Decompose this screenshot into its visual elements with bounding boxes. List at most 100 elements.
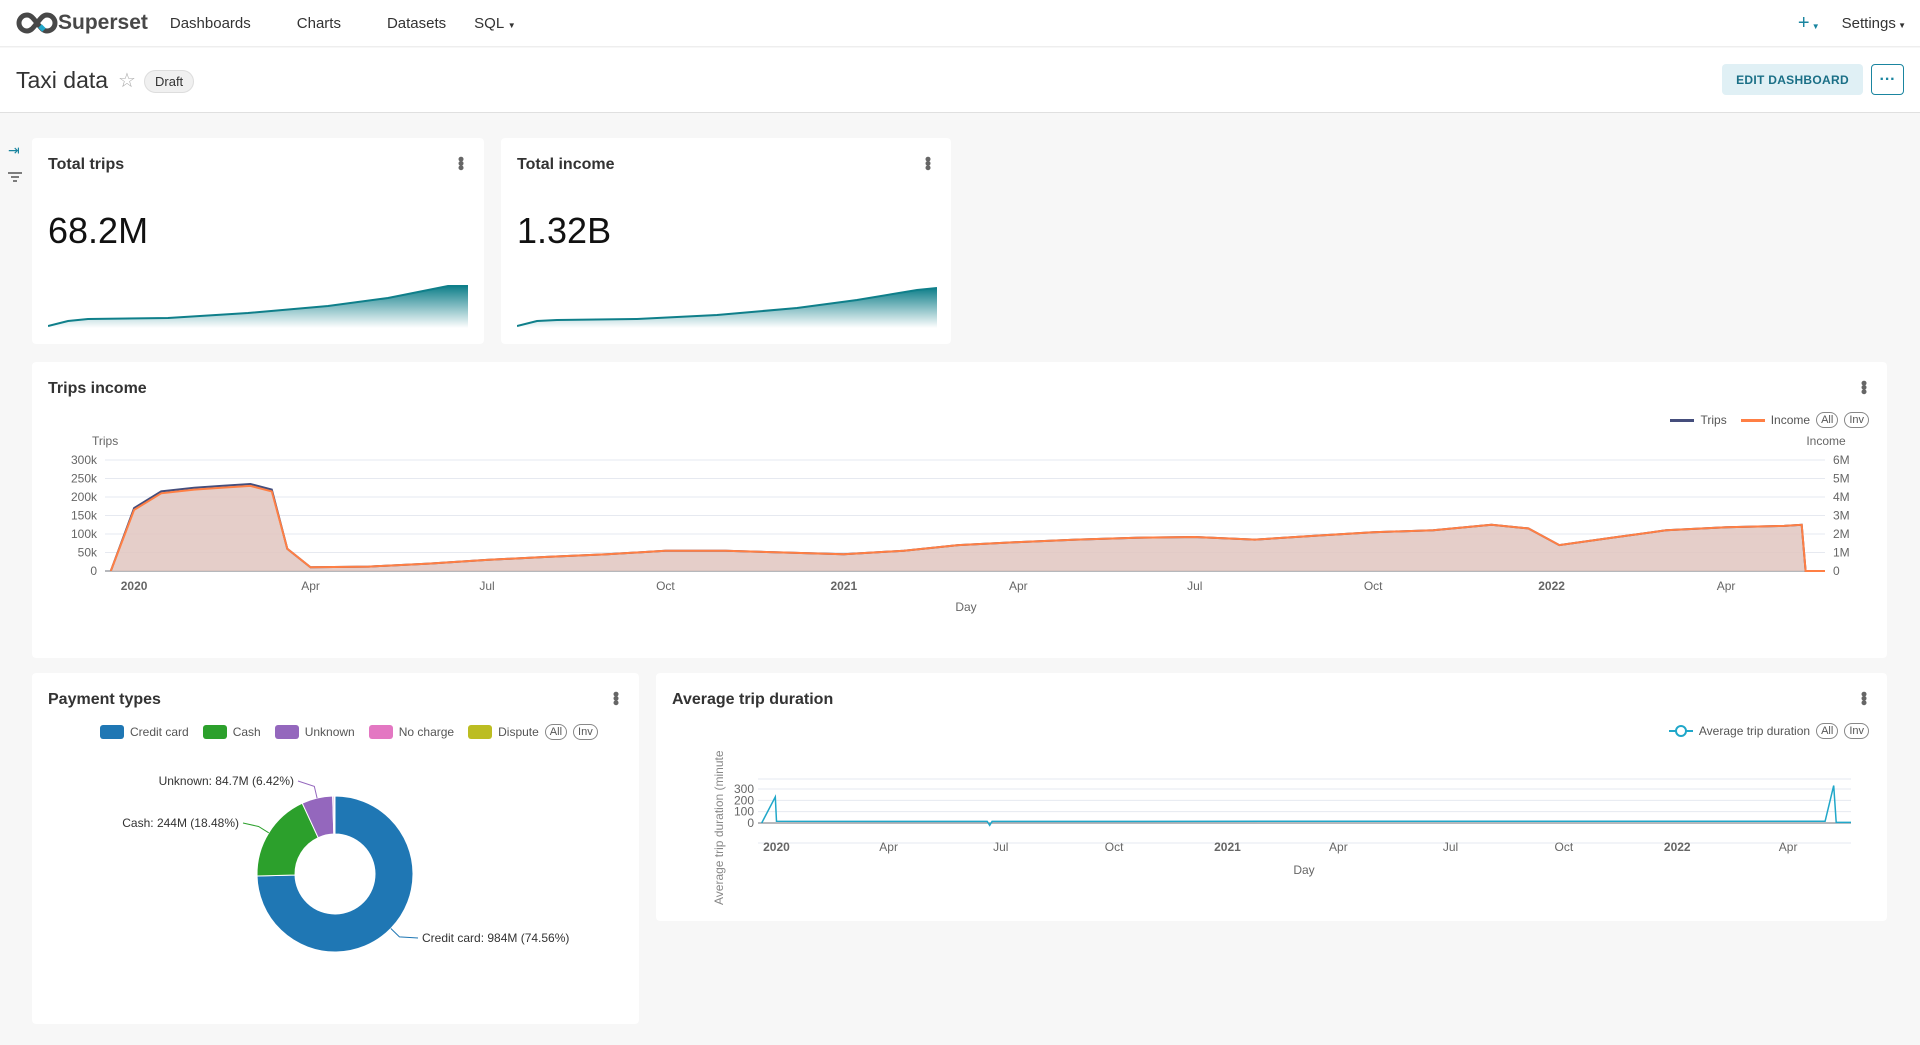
label-leader-line xyxy=(297,780,318,799)
nav-sql-label: SQL xyxy=(474,14,504,32)
legend-item[interactable]: Unknown xyxy=(304,725,355,739)
legend-swatch xyxy=(274,725,299,739)
nav-dashboards[interactable]: Dashboards xyxy=(169,14,251,32)
nav-sql[interactable]: SQL ▼ xyxy=(474,15,516,32)
sparkline-line xyxy=(48,285,468,327)
trips-area xyxy=(110,484,1825,571)
label-leader-line xyxy=(390,928,419,939)
y-axis-label: Average trip duration (minute xyxy=(712,750,726,905)
sparkline-area xyxy=(48,286,468,328)
payment-types-pie: Credit card: 984M (74.56%) Cash: 244M (18… xyxy=(122,774,569,953)
y-tick-label: 250k xyxy=(71,472,98,486)
x-tick-label: Apr xyxy=(1717,579,1736,593)
pie-slice-credit-card xyxy=(256,795,414,953)
sparkline-area xyxy=(517,288,937,328)
nav-datasets[interactable]: Datasets xyxy=(386,14,447,32)
pie-label: Cash: 244M (18.48%) xyxy=(122,816,239,830)
legend-trips[interactable]: Trips xyxy=(1700,413,1727,427)
legend-invert-button[interactable]: Inv xyxy=(1844,412,1869,428)
legend-inv-button[interactable]: Inv xyxy=(573,724,598,740)
total-income-card: Total income ••• 1.32B xyxy=(501,138,951,344)
settings-label: Settings xyxy=(1841,15,1896,32)
top-navbar: Superset Dashboards Charts Datasets SQL … xyxy=(0,0,1920,47)
x-tick-label: 2022 xyxy=(1664,840,1691,854)
dashboard-header: Taxi data ☆ Draft EDIT DASHBOARD ··· xyxy=(0,48,1920,113)
y-tick-label: 200k xyxy=(71,490,98,504)
plus-icon: + xyxy=(1797,12,1810,34)
x-tick-label: Jul xyxy=(479,579,494,593)
y-right-tick-label: 5M xyxy=(1833,472,1850,486)
expand-filters-icon[interactable]: ⇥ xyxy=(8,142,20,158)
pie-label: Unknown: 84.7M (6.42%) xyxy=(159,774,294,788)
more-options-button[interactable]: ··· xyxy=(1871,64,1904,95)
x-tick-label: Oct xyxy=(1364,579,1383,593)
legend-item[interactable]: No charge xyxy=(398,725,455,739)
legend-all-button[interactable]: All xyxy=(1816,412,1839,428)
legend-avg-duration[interactable]: Average trip duration xyxy=(1698,724,1811,738)
sparkline-line xyxy=(517,287,937,327)
chart-legend: Average trip duration All Inv xyxy=(1668,723,1869,739)
x-axis-label: Day xyxy=(1293,863,1314,877)
x-tick-label: Jul xyxy=(1443,840,1458,854)
legend-invert-button[interactable]: Inv xyxy=(1844,723,1869,739)
x-tick-label: 2021 xyxy=(830,579,857,593)
card-title: Total trips xyxy=(48,156,125,173)
x-tick-label: Apr xyxy=(1779,840,1798,854)
x-tick-label: 2022 xyxy=(1538,579,1565,593)
avg-duration-chart: Average trip duration (minute Day 010020… xyxy=(712,750,1851,905)
x-axis-label: Day xyxy=(955,600,976,614)
filter-icon[interactable] xyxy=(8,170,22,186)
legend-swatch-trips xyxy=(1670,418,1695,422)
superset-logo[interactable]: Superset xyxy=(16,11,148,35)
y-right-tick-label: 4M xyxy=(1833,490,1850,504)
income-sparkline xyxy=(517,287,937,328)
add-new-button[interactable]: + ▼ xyxy=(1797,12,1820,34)
x-tick-label: Apr xyxy=(1329,840,1348,854)
favorite-star-icon[interactable]: ☆ xyxy=(118,70,136,92)
card-title: Total income xyxy=(517,156,615,173)
y-tick-label: 50k xyxy=(78,546,98,560)
total-trips-card: Total trips ••• 68.2M xyxy=(32,138,484,344)
y-tick-label: 300 xyxy=(734,782,754,796)
x-tick-label: Apr xyxy=(879,840,898,854)
x-tick-label: 2020 xyxy=(763,840,790,854)
legend-item[interactable]: Dispute xyxy=(498,725,539,739)
dashboard-title[interactable]: Taxi data xyxy=(16,67,109,93)
card-menu-icon[interactable]: ••• xyxy=(918,156,938,169)
x-tick-label: 2020 xyxy=(121,579,148,593)
settings-menu[interactable]: Settings ▼ xyxy=(1841,15,1906,32)
legend-income[interactable]: Income xyxy=(1770,413,1811,427)
x-tick-label: Jul xyxy=(1187,579,1202,593)
x-tick-label: Jul xyxy=(993,840,1008,854)
x-tick-label: Oct xyxy=(1555,840,1574,854)
edit-dashboard-button[interactable]: EDIT DASHBOARD xyxy=(1722,64,1863,95)
y-right-tick-label: 6M xyxy=(1833,453,1850,467)
y-right-tick-label: 2M xyxy=(1833,527,1850,541)
legend-all-button[interactable]: All xyxy=(1816,723,1839,739)
card-menu-icon[interactable]: ••• xyxy=(451,156,471,169)
nav-charts[interactable]: Charts xyxy=(296,14,341,32)
legend-item[interactable]: Cash xyxy=(232,725,261,739)
legend-item[interactable]: Credit card xyxy=(130,725,189,739)
legend-swatch xyxy=(368,725,393,739)
pie-slice-dispute xyxy=(333,795,336,835)
y-tick-label: 200 xyxy=(734,793,754,807)
status-badge[interactable]: Draft xyxy=(144,70,195,93)
y-right-tick-label: 3M xyxy=(1833,509,1850,523)
legend-all-button[interactable]: All xyxy=(544,724,568,740)
trips-income-chart: Trips Income Day 0 0 50k 1M 100k 2M 150k 3M 200k… xyxy=(71,434,1850,614)
pie-label: Credit card: 984M (74.56%) xyxy=(422,931,569,945)
big-number: 1.32B xyxy=(517,210,612,251)
trips-sparkline xyxy=(48,285,468,328)
series-line-income xyxy=(109,484,1825,572)
series-line-avg-duration xyxy=(761,785,1851,827)
y-tick-label: 0 xyxy=(747,816,754,830)
brand-name: Superset xyxy=(58,11,148,34)
chart-title: Average trip duration xyxy=(672,691,834,708)
chart-legend: Trips Income All Inv xyxy=(1670,412,1869,428)
y-tick-label: 100 xyxy=(734,805,754,819)
label-leader-line xyxy=(242,822,270,834)
legend-swatch-income xyxy=(1740,418,1765,422)
y-tick-label: 150k xyxy=(71,509,98,523)
big-number: 68.2M xyxy=(48,210,149,251)
